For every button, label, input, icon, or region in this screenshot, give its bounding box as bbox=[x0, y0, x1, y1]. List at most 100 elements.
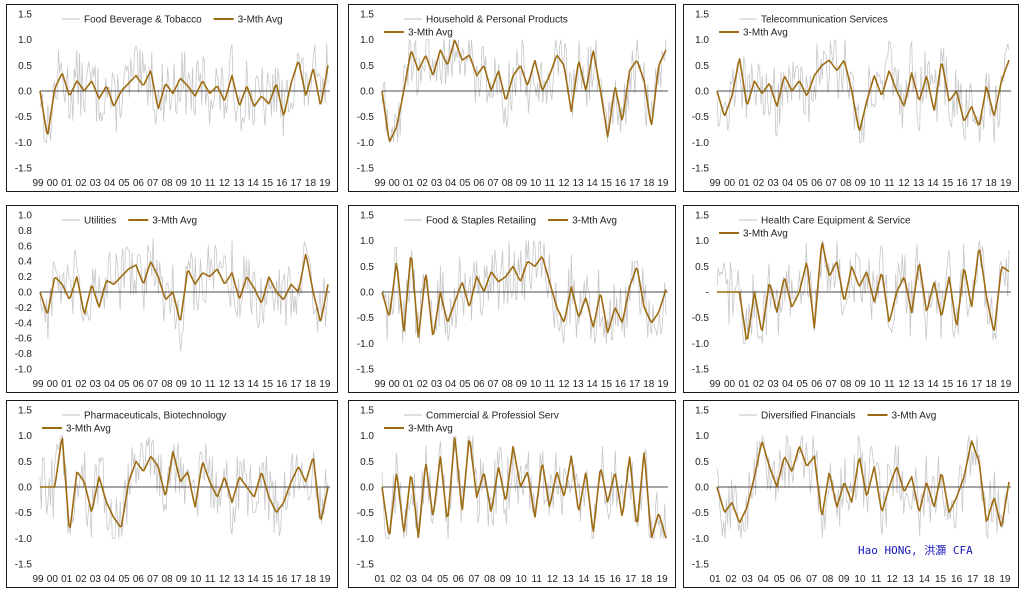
y-tick-label: 0.2 bbox=[18, 272, 32, 283]
y-tick-label: -1.0 bbox=[692, 138, 710, 149]
legend-label-avg: 3-Mth Avg bbox=[572, 216, 617, 227]
y-tick-label: -1.0 bbox=[357, 339, 375, 350]
x-tick-label: 13 bbox=[233, 574, 245, 585]
y-tick-label: 0.5 bbox=[360, 457, 374, 468]
x-tick-label: 14 bbox=[248, 379, 260, 390]
x-tick-label: 17 bbox=[291, 178, 303, 189]
y-tick-label: - bbox=[706, 288, 709, 299]
y-tick-label: 0.0 bbox=[18, 87, 32, 98]
raw-series-line bbox=[39, 435, 329, 539]
legend-label-avg: 3-Mth Avg bbox=[743, 28, 788, 39]
x-tick-label: 01 bbox=[61, 574, 73, 585]
chart-frame bbox=[6, 400, 338, 588]
y-tick-label: 0.6 bbox=[18, 241, 32, 252]
x-tick-label: 06 bbox=[811, 379, 823, 390]
chart-frame bbox=[348, 400, 676, 588]
x-tick-label: 06 bbox=[811, 178, 823, 189]
x-tick-label: 02 bbox=[753, 379, 765, 390]
x-tick-label: 16 bbox=[276, 178, 288, 189]
x-tick-label: 16 bbox=[615, 379, 627, 390]
y-tick-label: 1.0 bbox=[18, 211, 32, 222]
x-tick-label: 12 bbox=[558, 178, 570, 189]
avg-series-line bbox=[39, 253, 329, 322]
raw-series-line bbox=[716, 239, 1010, 344]
x-tick-label: 14 bbox=[919, 574, 931, 585]
x-tick-label: 19 bbox=[1000, 178, 1012, 189]
x-tick-label: 01 bbox=[403, 379, 415, 390]
x-tick-label: 18 bbox=[305, 379, 317, 390]
x-tick-label: 00 bbox=[389, 379, 401, 390]
y-tick-label: -1.0 bbox=[692, 339, 710, 350]
chart-frame bbox=[6, 205, 338, 393]
x-tick-label: 11 bbox=[884, 178, 895, 189]
y-tick-label: 1.0 bbox=[360, 431, 374, 442]
x-tick-label: 13 bbox=[563, 574, 575, 585]
x-tick-label: 15 bbox=[262, 574, 274, 585]
x-tick-label: 19 bbox=[319, 574, 331, 585]
y-tick-label: -1.0 bbox=[357, 138, 375, 149]
x-tick-label: 14 bbox=[587, 379, 599, 390]
x-tick-label: 13 bbox=[572, 178, 584, 189]
x-tick-label: 07 bbox=[147, 379, 159, 390]
chart-svg: 1.5 1.0 0.5 0.0 -0.5 -1.0 -1.5 99 00 01 02 03 04 05 06… bbox=[348, 205, 676, 393]
x-tick-label: 04 bbox=[104, 178, 116, 189]
x-tick-label: 06 bbox=[133, 379, 145, 390]
legend-label-raw: Diversified Financials bbox=[761, 411, 855, 422]
x-tick-label: 16 bbox=[957, 379, 969, 390]
x-tick-label: 16 bbox=[276, 379, 288, 390]
legend-label-avg: 3-Mth Avg bbox=[408, 28, 453, 39]
x-tick-label: 15 bbox=[262, 379, 274, 390]
legend-label-avg: 3-Mth Avg bbox=[743, 229, 788, 240]
y-tick-label: 1.0 bbox=[695, 35, 709, 46]
x-tick-label: 15 bbox=[594, 574, 606, 585]
y-tick-label: 1.0 bbox=[695, 236, 709, 247]
y-tick-label: 0.5 bbox=[360, 262, 374, 273]
x-tick-label: 13 bbox=[913, 178, 925, 189]
x-tick-label: 01 bbox=[739, 178, 751, 189]
chart-svg: 1.5 1.0 0.5 0.0 -0.5 -1.0 -1.5 99 00 01 02 03 04 05 06… bbox=[6, 4, 338, 192]
raw-series-line bbox=[716, 39, 1010, 143]
x-tick-label: 04 bbox=[782, 379, 794, 390]
x-tick-label: 05 bbox=[118, 379, 130, 390]
legend-label-raw: Utilities bbox=[84, 216, 116, 227]
y-tick-label: 0.5 bbox=[360, 61, 374, 72]
x-tick-label: 04 bbox=[445, 379, 457, 390]
x-tick-label: 01 bbox=[61, 178, 73, 189]
legend-label-avg: 3-Mth Avg bbox=[408, 424, 453, 435]
x-tick-label: 11 bbox=[205, 178, 216, 189]
x-tick-label: 02 bbox=[753, 178, 765, 189]
chart-panel-1: 1.5 1.0 0.5 0.0 -0.5 -1.0 -1.5 99 00 01 02 03 04 05 06… bbox=[6, 4, 338, 192]
x-tick-label: 03 bbox=[406, 574, 418, 585]
x-tick-label: 18 bbox=[305, 574, 317, 585]
chart-panel-3: 1.5 1.0 0.5 0.0 -0.5 -1.0 -1.5 99 00 01 02 03 04 05 06… bbox=[683, 4, 1019, 192]
x-tick-label: 03 bbox=[90, 574, 102, 585]
x-tick-label: 07 bbox=[488, 178, 500, 189]
raw-series-line bbox=[381, 38, 667, 144]
chart-frame bbox=[683, 400, 1019, 588]
x-tick-label: 19 bbox=[657, 574, 669, 585]
x-tick-label: 08 bbox=[162, 574, 174, 585]
x-tick-label: 17 bbox=[291, 574, 303, 585]
x-tick-label: 08 bbox=[502, 379, 514, 390]
y-tick-label: -0.5 bbox=[357, 112, 375, 123]
y-tick-label: 0.4 bbox=[18, 257, 32, 268]
x-tick-label: 05 bbox=[774, 574, 786, 585]
x-tick-label: 18 bbox=[641, 574, 653, 585]
x-tick-label: 19 bbox=[657, 178, 669, 189]
y-tick-label: -1.0 bbox=[692, 534, 710, 545]
x-tick-label: 05 bbox=[459, 379, 471, 390]
y-tick-label: 0.0 bbox=[18, 288, 32, 299]
x-tick-label: 08 bbox=[822, 574, 834, 585]
y-tick-label: -1.0 bbox=[15, 138, 33, 149]
x-tick-label: 18 bbox=[983, 574, 995, 585]
y-tick-label: 1.5 bbox=[695, 10, 709, 21]
x-tick-label: 07 bbox=[147, 178, 159, 189]
y-tick-label: -1.5 bbox=[692, 560, 710, 571]
chart-svg: 1.5 1.0 0.5 0.0 -0.5 -1.0 -1.5 01 02 03 04 05 06 07 08… bbox=[683, 400, 1019, 588]
avg-series-line bbox=[381, 437, 667, 539]
chart-svg: 1.5 1.0 0.5 - -0.5 -1.0 -1.5 99 00 01 02 03 04 05 06 07… bbox=[683, 205, 1019, 393]
x-tick-label: 03 bbox=[768, 379, 780, 390]
x-tick-label: 17 bbox=[291, 379, 303, 390]
x-tick-label: 10 bbox=[516, 574, 528, 585]
x-tick-label: 10 bbox=[530, 379, 542, 390]
